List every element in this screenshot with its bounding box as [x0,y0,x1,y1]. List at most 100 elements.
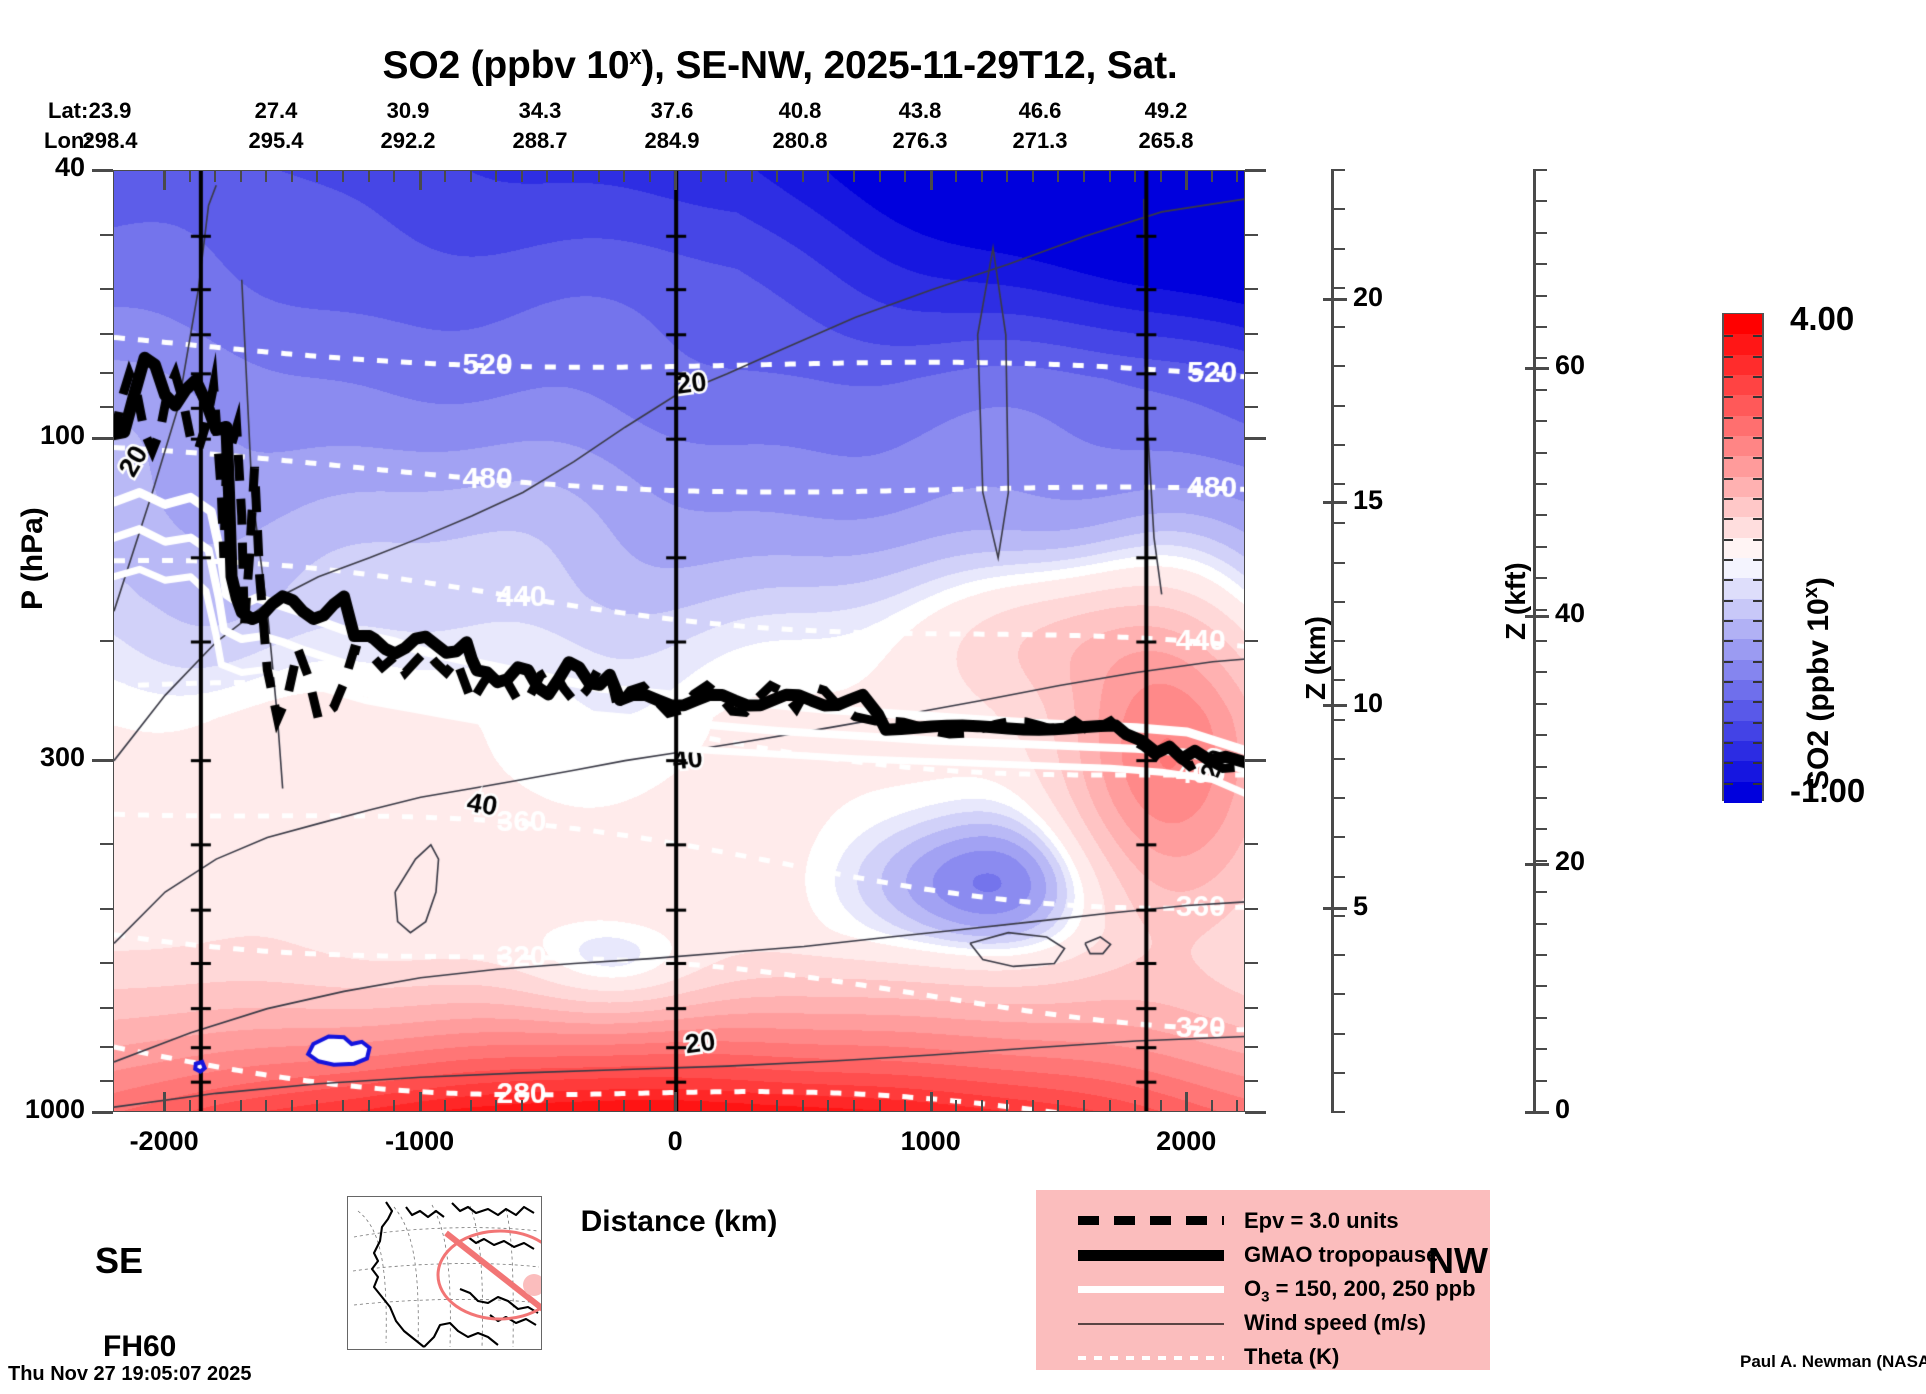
distance-tick [1108,1100,1111,1112]
distance-tick [648,1100,651,1112]
colorbar-tick [1753,538,1762,541]
colorbar-band [1724,619,1762,641]
colorbar-min-value: -1.00 [1790,772,1866,809]
pressure-tick [1245,406,1258,409]
colorbar-band [1724,497,1762,519]
z-kft-tick-major [1525,1110,1549,1114]
pressure-tick [1245,371,1258,374]
distance-tick [469,1100,472,1112]
pressure-tick [92,758,113,762]
colorbar-tick [1753,498,1762,500]
distance-tick [904,1100,907,1112]
z-kft-tick [1533,702,1547,705]
distance-tick [955,1100,958,1112]
distance-tick [827,1100,830,1112]
z-km-tick [1331,600,1345,603]
colorbar-tick [1753,437,1762,439]
legend-label-2: O3 = 150, 200, 250 ppb [1244,1276,1476,1306]
colorbar-band [1724,680,1762,702]
distance-tick [1159,1100,1162,1112]
z-kft-tick [1533,200,1547,203]
pressure-tick [1245,908,1258,911]
z-kft-axis-title: Z (kft) [1500,562,1531,640]
pressure-tick [100,287,113,290]
distance-tick [239,1100,242,1112]
z-km-tick-major [1323,298,1347,302]
timestamp-label: Thu Nov 27 19:05:07 2025 [8,1363,252,1385]
distance-tick [1006,1100,1009,1112]
z-kft-tick-major [1525,614,1549,618]
pressure-tick [100,908,113,911]
distance-tick [725,170,728,182]
legend-key-dashed-thick-black [1078,1216,1224,1225]
pressure-tick-label-100: 100 [39,420,85,451]
pressure-tick [100,406,113,409]
pressure-tick [1245,842,1258,845]
distance-tick [674,1092,678,1112]
colorbar-tick [1724,376,1733,378]
lat-value-0: 23.9 [88,98,132,123]
distance-tick [1185,170,1189,190]
colorbar-band [1724,720,1762,742]
legend-item-2: O3 = 150, 200, 250 ppb [1058,1276,1488,1306]
distance-tick [853,1100,856,1112]
distance-tick [469,170,472,182]
distance-tick [597,170,600,182]
colorbar-band [1724,354,1762,376]
colorbar-tick [1753,701,1762,704]
lat-value-6: 43.8 [898,98,942,123]
distance-tick [265,1100,268,1112]
colorbar-band [1724,476,1762,498]
legend-item-1: GMAO tropopause [1058,1242,1488,1272]
distance-tick [546,170,549,182]
pressure-tick [92,437,113,441]
colorbar-tick [1753,660,1762,663]
pressure-tick [100,234,113,237]
z-km-tick [1331,443,1345,446]
z-km-tick [1331,640,1345,642]
colorbar-band [1724,314,1762,336]
distance-tick [1159,170,1162,182]
z-kft-label-60: 60 [1555,350,1586,381]
z-km-label-15: 15 [1353,484,1384,515]
lat-value-4: 37.6 [650,98,694,123]
lat-value-3: 34.3 [518,98,562,123]
colorbar-band [1724,761,1762,783]
distance-tick-label-1000: 1000 [900,1126,961,1156]
z-km-tick [1331,208,1345,211]
distance-tick [163,1092,167,1112]
distance-tick [1031,1100,1034,1112]
colorbar-band [1724,537,1762,559]
distance-tick [929,170,933,190]
pressure-tick [1245,1006,1258,1009]
lat-value-5: 40.8 [778,98,822,123]
z-kft-tick [1533,577,1547,580]
z-km-tick [1331,679,1345,682]
colorbar-tick [1724,457,1733,460]
colorbar-band [1724,639,1762,661]
cross-section-plot[interactable] [113,170,1245,1112]
distance-tick [801,1100,804,1112]
distance-tick [290,170,293,182]
colorbar-tick [1753,599,1762,602]
colorbar-tick [1724,437,1733,439]
distance-tick [214,1100,217,1112]
distance-tick [520,170,523,182]
z-km-tick-major [1323,501,1347,505]
distance-tick [1210,1100,1213,1112]
distance-tick [341,1100,344,1112]
distance-tick [750,1100,753,1112]
page-title: SO2 (ppbv 10x), SE-NW, 2025-11-29T12, Sa… [0,44,1560,88]
distance-tick [878,1100,881,1112]
z-km-tick [1331,1032,1345,1035]
distance-tick [265,170,268,182]
colorbar-tick [1724,599,1733,602]
direction-label-nw: NW [1428,1240,1488,1281]
lon-row-label: Lon: [44,128,92,153]
pressure-tick-label-1000: 1000 [24,1094,85,1124]
y-axis-title: P (hPa) [16,507,49,610]
inset-locator-map[interactable] [347,1196,542,1350]
lon-value-7: 271.3 [1012,128,1068,153]
distance-tick [444,170,447,182]
z-kft-tick [1533,734,1547,737]
